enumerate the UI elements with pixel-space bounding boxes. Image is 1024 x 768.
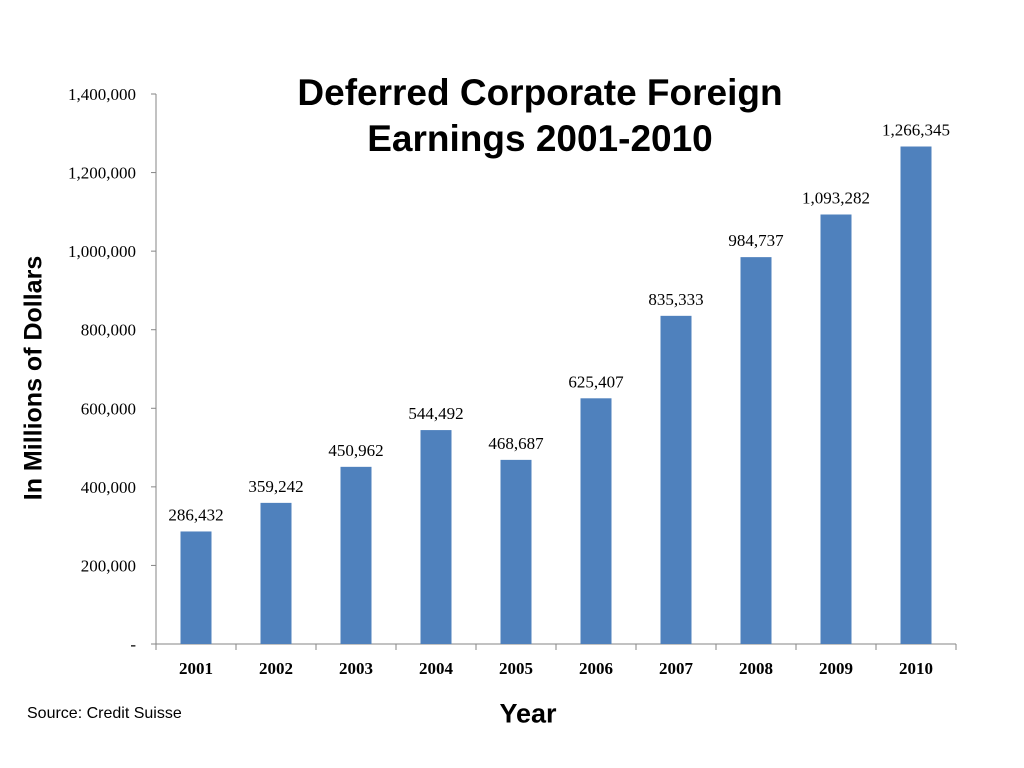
x-tick-label: 2001 <box>179 659 213 678</box>
x-tick-label: 2004 <box>419 659 454 678</box>
bar-2004 <box>420 430 452 644</box>
bar-2008 <box>740 257 772 644</box>
data-label: 359,242 <box>248 477 303 496</box>
bar-2009 <box>820 214 852 645</box>
data-label: 544,492 <box>408 404 463 423</box>
x-tick-label: 2003 <box>339 659 373 678</box>
source-note: Source: Credit Suisse <box>27 705 182 722</box>
data-label: 625,407 <box>568 372 624 391</box>
x-tick-label: 2005 <box>499 659 533 678</box>
bar-2007 <box>660 315 692 644</box>
chart-title: Deferred Corporate Foreign Earnings 2001… <box>297 72 783 159</box>
x-tick-label: 2008 <box>739 659 773 678</box>
y-tick-label: 600,000 <box>81 399 136 418</box>
x-tick-label: 2002 <box>259 659 293 678</box>
y-tick-label: 200,000 <box>81 556 136 575</box>
y-tick-label: 1,200,000 <box>68 164 136 183</box>
bar-2005 <box>500 459 532 644</box>
bar-2002 <box>260 502 292 644</box>
y-tick-label: 800,000 <box>81 321 136 340</box>
x-tick-label: 2006 <box>579 659 613 678</box>
y-tick-label: 1,400,000 <box>68 85 136 104</box>
data-label: 450,962 <box>328 441 383 460</box>
y-tick-label: 400,000 <box>81 478 136 497</box>
bar-2003 <box>340 466 372 644</box>
x-axis-label: Year <box>499 698 557 729</box>
data-label: 1,093,282 <box>802 188 870 207</box>
bar-2010 <box>900 146 932 644</box>
x-tick-label: 2009 <box>819 659 853 678</box>
bar-2001 <box>180 531 212 644</box>
bar-2006 <box>580 398 612 644</box>
data-label: 468,687 <box>488 434 544 453</box>
data-label: 286,432 <box>168 505 223 524</box>
x-tick-label: 2007 <box>659 659 694 678</box>
y-tick-label: 1,000,000 <box>68 242 136 261</box>
y-tick-label: - <box>130 635 136 654</box>
data-label: 1,266,345 <box>882 121 950 140</box>
y-axis-label: In Millions of Dollars <box>19 255 48 501</box>
x-tick-label: 2010 <box>899 659 933 678</box>
data-label: 984,737 <box>728 231 784 250</box>
data-label: 835,333 <box>648 290 703 309</box>
